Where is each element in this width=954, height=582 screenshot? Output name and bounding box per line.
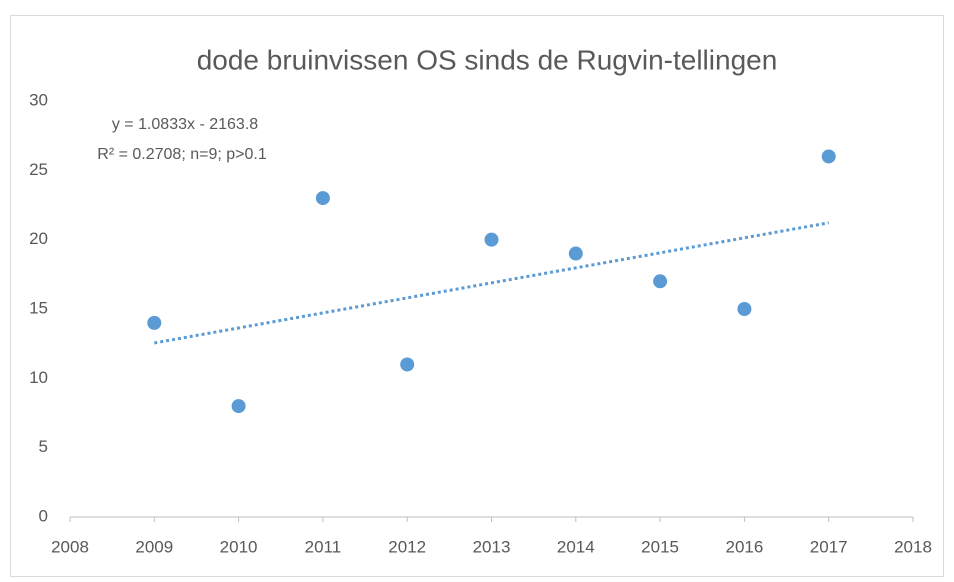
point (737, 302, 752, 316)
chart-title: dode bruinvissen OS sinds de Rugvin-tell… (197, 44, 778, 75)
annotation: y = 1.0833x - 2163.8 (112, 116, 258, 133)
point (653, 274, 668, 289)
point (568, 246, 583, 261)
chart-frame (10, 15, 944, 577)
x-tick-label: 2008 (51, 537, 89, 556)
point (231, 399, 246, 414)
trendline (154, 221, 829, 345)
y-tick-label: 25 (29, 160, 48, 179)
x-tick-label: 2013 (473, 537, 511, 556)
y-tick-label: 0 (39, 506, 48, 525)
y-tick-label: 30 (29, 90, 48, 109)
annotation: R² = 0.2708; n=9; p>0.1 (97, 146, 267, 163)
y-tick-label: 20 (29, 229, 48, 248)
point (315, 191, 330, 206)
y-tick-label: 5 (39, 437, 48, 456)
x-tick-label: 2014 (557, 537, 595, 556)
x-tick-label: 2018 (894, 537, 932, 556)
y-tick-label: 10 (29, 368, 48, 387)
x-tick-label: 2009 (135, 537, 173, 556)
y-tick-label: 15 (29, 298, 48, 317)
point (147, 315, 162, 330)
x-tick-label: 2016 (725, 537, 763, 556)
x-tick-label: 2015 (641, 537, 679, 556)
x-tick-label: 2010 (220, 537, 258, 556)
point (821, 149, 836, 164)
x-tick-label: 2011 (305, 537, 342, 556)
x-tick-label: 2012 (388, 537, 426, 556)
x-tick-label: 2017 (810, 537, 848, 556)
point (400, 357, 415, 372)
point (484, 232, 499, 247)
